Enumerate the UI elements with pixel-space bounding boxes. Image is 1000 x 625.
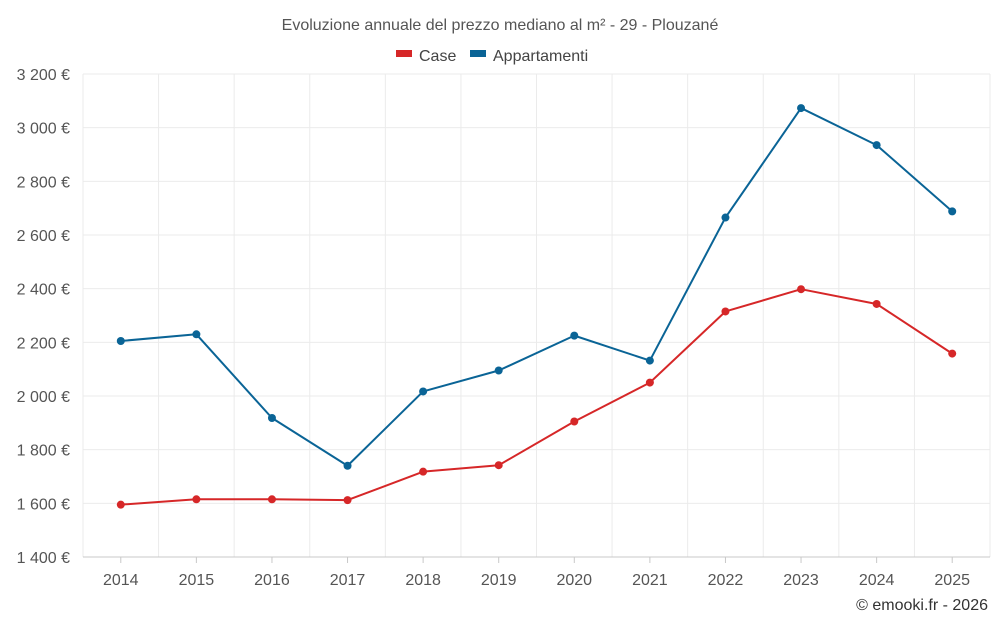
data-point-appartamenti[interactable]	[267, 414, 276, 423]
grid	[82, 73, 991, 557]
y-tick-label: 3 200 €	[17, 67, 70, 84]
data-point-appartamenti[interactable]	[116, 336, 125, 345]
chart-title: Evoluzione annuale del prezzo mediano al…	[282, 17, 719, 34]
data-point-case[interactable]	[419, 467, 428, 476]
data-point-case[interactable]	[343, 496, 352, 505]
data-point-appartamenti[interactable]	[192, 330, 201, 339]
x-tick-label: 2017	[330, 572, 366, 589]
data-point-case[interactable]	[645, 378, 654, 387]
x-tick-label: 2021	[632, 572, 668, 589]
series-line-appartamenti	[120, 107, 953, 467]
legend-label-case[interactable]: Case	[419, 48, 456, 65]
data-point-case[interactable]	[116, 500, 125, 509]
data-point-appartamenti[interactable]	[721, 213, 730, 222]
data-point-case[interactable]	[570, 417, 579, 426]
x-tick-label: 2024	[859, 572, 895, 589]
data-point-appartamenti[interactable]	[872, 141, 881, 150]
y-tick-label: 2 600 €	[17, 228, 70, 245]
data-point-case[interactable]	[494, 461, 503, 470]
legend-swatch-appartamenti	[470, 50, 486, 57]
series-layer	[116, 104, 957, 509]
x-tick-label: 2016	[254, 572, 290, 589]
y-tick-label: 1 800 €	[17, 443, 70, 460]
x-tick-label: 2019	[481, 572, 517, 589]
y-tick-label: 2 200 €	[17, 335, 70, 352]
legend: Case Appartamenti	[396, 48, 588, 65]
x-tick-label: 2023	[783, 572, 819, 589]
credit-text: © emooki.fr - 2026	[856, 597, 988, 614]
data-point-appartamenti[interactable]	[494, 366, 503, 375]
y-tick-label: 1 600 €	[17, 496, 70, 513]
data-point-case[interactable]	[872, 299, 881, 308]
y-tick-label: 1 400 €	[17, 550, 70, 567]
data-point-case[interactable]	[948, 349, 957, 358]
legend-swatch-case	[396, 50, 412, 57]
y-tick-label: 3 000 €	[17, 121, 70, 138]
y-tick-label: 2 800 €	[17, 174, 70, 191]
data-point-case[interactable]	[721, 307, 730, 316]
x-tick-label: 2020	[556, 572, 592, 589]
series-line-case	[120, 288, 953, 506]
x-tick-label: 2025	[934, 572, 970, 589]
data-point-case[interactable]	[797, 285, 806, 294]
data-point-appartamenti[interactable]	[343, 461, 352, 470]
legend-label-appartamenti[interactable]: Appartamenti	[493, 48, 588, 65]
x-tick-label: 2014	[103, 572, 139, 589]
axes: 1 400 € 1 600 € 1 800 € 2 000 € 2 200 € 2 400…	[17, 67, 990, 589]
data-point-appartamenti[interactable]	[570, 331, 579, 340]
y-tick-label: 2 400 €	[17, 282, 70, 299]
x-tick-label: 2022	[708, 572, 744, 589]
data-point-case[interactable]	[192, 495, 201, 504]
data-point-appartamenti[interactable]	[797, 104, 806, 113]
x-tick-label: 2018	[405, 572, 441, 589]
y-tick-label: 2 000 €	[17, 389, 70, 406]
data-point-appartamenti[interactable]	[645, 356, 654, 365]
data-point-appartamenti[interactable]	[948, 207, 957, 216]
data-point-case[interactable]	[267, 495, 276, 504]
x-tick-label: 2015	[179, 572, 215, 589]
data-point-appartamenti[interactable]	[419, 387, 428, 396]
